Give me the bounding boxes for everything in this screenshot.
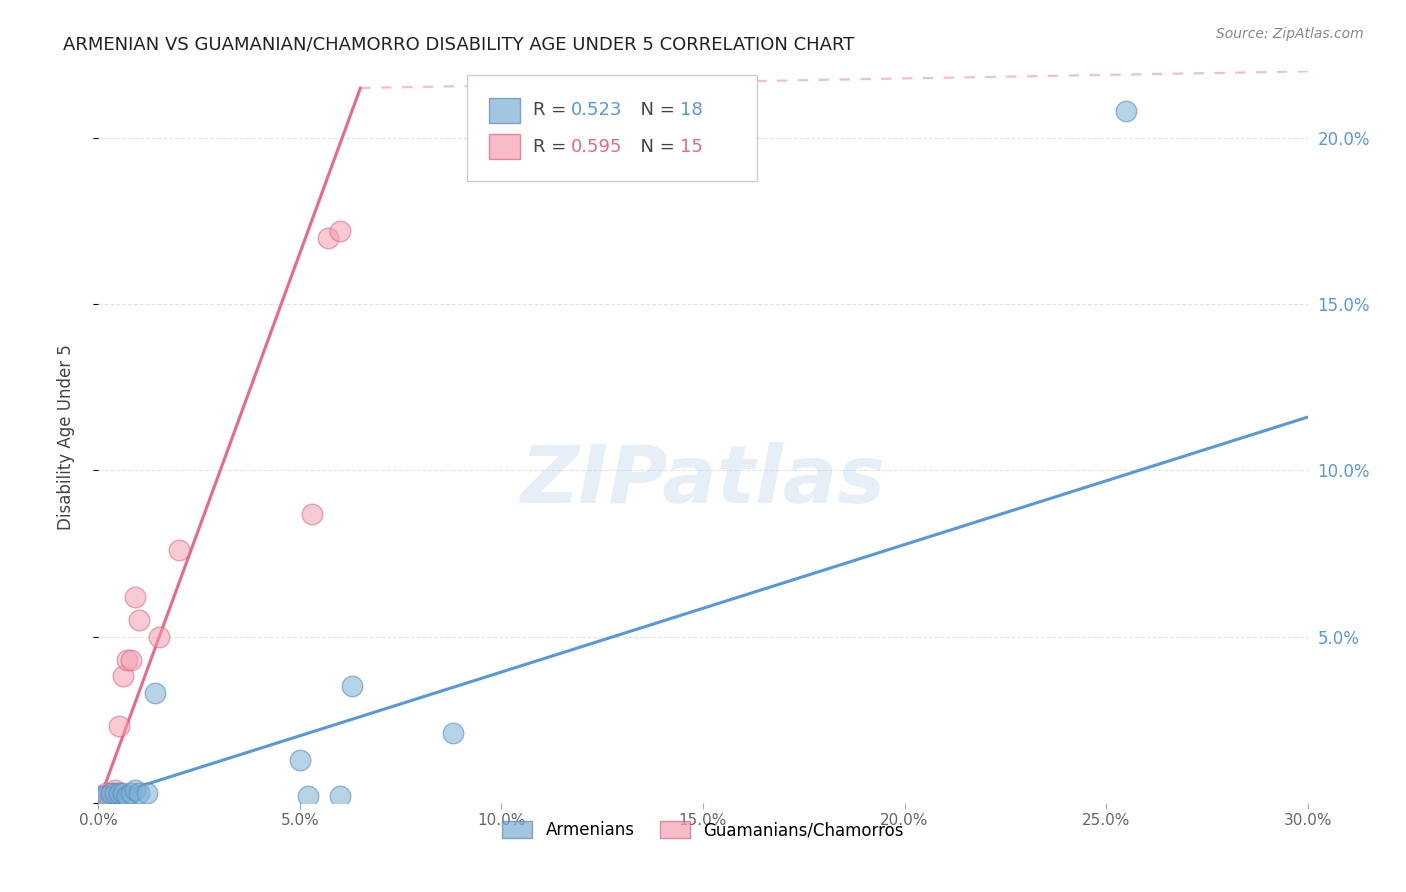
Text: N =: N = (630, 101, 681, 120)
Point (103, 786, 125, 800)
Point (91, 789, 114, 804)
Text: R =: R = (533, 101, 571, 120)
Point (297, 789, 319, 804)
Text: Source: ZipAtlas.com: Source: ZipAtlas.com (1216, 27, 1364, 41)
FancyBboxPatch shape (489, 98, 520, 122)
Legend: Armenians, Guamanians/Chamorros: Armenians, Guamanians/Chamorros (496, 814, 910, 846)
Point (167, 543, 190, 558)
Text: 15: 15 (681, 137, 703, 156)
Point (329, 224, 352, 238)
Point (111, 786, 134, 800)
Point (96, 789, 118, 804)
Text: 0.523: 0.523 (571, 101, 623, 120)
Point (128, 786, 150, 800)
Point (96, 786, 118, 800)
Point (107, 719, 129, 733)
Point (100, 786, 122, 800)
Point (1115, 104, 1137, 119)
Point (148, 630, 170, 644)
Point (124, 782, 146, 797)
Text: ZIPatlas: ZIPatlas (520, 442, 886, 520)
Point (342, 680, 364, 694)
Point (288, 753, 311, 767)
Point (103, 782, 125, 797)
Text: ARMENIAN VS GUAMANIAN/CHAMORRO DISABILITY AGE UNDER 5 CORRELATION CHART: ARMENIAN VS GUAMANIAN/CHAMORRO DISABILIT… (63, 36, 855, 54)
Point (329, 789, 352, 804)
Point (107, 786, 129, 800)
Text: 0.595: 0.595 (571, 137, 623, 156)
Text: N =: N = (630, 137, 681, 156)
Point (100, 789, 122, 804)
Point (441, 726, 464, 740)
FancyBboxPatch shape (489, 135, 520, 159)
Point (135, 786, 157, 800)
Text: 18: 18 (681, 101, 703, 120)
Point (316, 230, 339, 244)
Point (128, 613, 150, 627)
Point (91, 789, 114, 804)
Text: R =: R = (533, 137, 571, 156)
Point (120, 653, 142, 667)
Point (115, 789, 138, 804)
FancyBboxPatch shape (467, 75, 758, 181)
Y-axis label: Disability Age Under 5: Disability Age Under 5 (56, 344, 75, 530)
Point (120, 786, 142, 800)
Point (143, 686, 166, 700)
Point (111, 669, 134, 683)
Point (301, 507, 323, 521)
Point (124, 590, 146, 604)
Point (115, 653, 138, 667)
